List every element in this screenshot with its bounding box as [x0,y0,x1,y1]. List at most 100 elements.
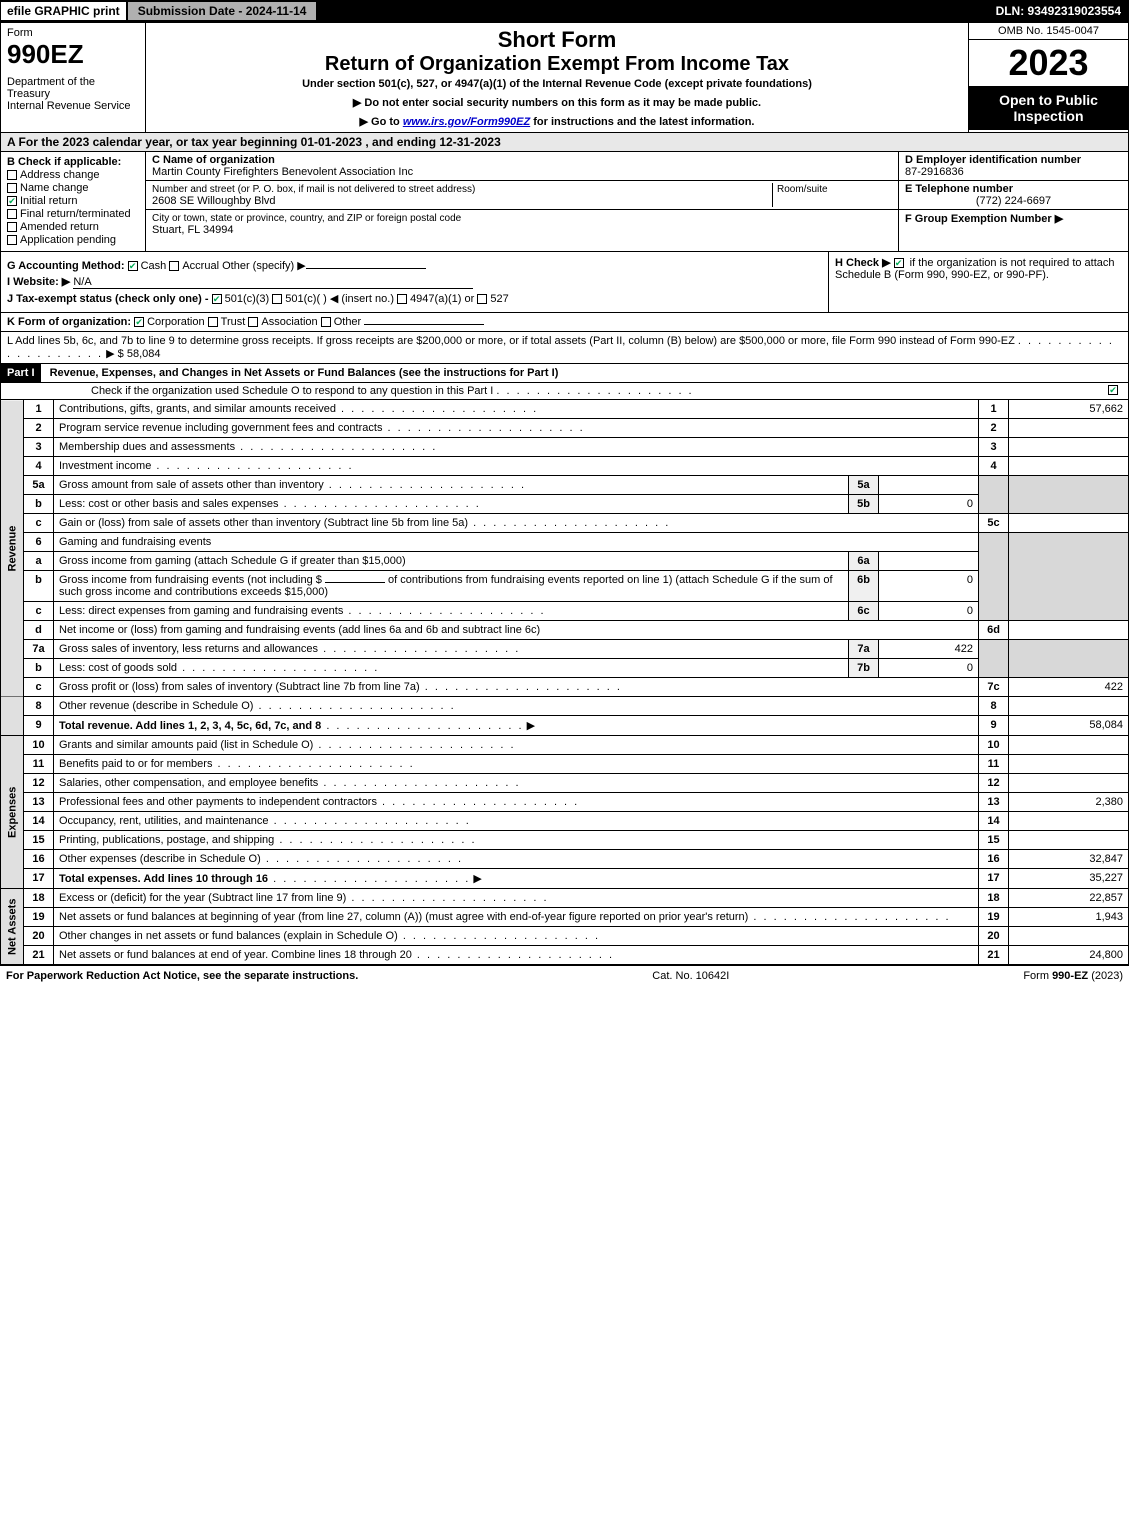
l7c-ln: 7c [979,678,1009,697]
k-other-input[interactable] [364,324,484,325]
line-i: I Website: ▶ N/A [7,275,822,289]
chk-h[interactable] [894,258,904,268]
city-label: City or town, state or province, country… [152,213,461,224]
chk-initial-return[interactable]: Initial return [7,195,139,207]
l12-ln: 12 [979,774,1009,793]
section-h: H Check ▶ if the organization is not req… [828,252,1128,312]
footer-left: For Paperwork Reduction Act Notice, see … [6,970,358,982]
l19-desc: Net assets or fund balances at beginning… [54,908,979,927]
l7a-desc-text: Gross sales of inventory, less returns a… [59,643,318,655]
l11-dots [212,758,414,770]
goto-post: for instructions and the latest informat… [530,116,754,128]
l7c-num: c [24,678,54,697]
chk-schedule-o[interactable] [1108,385,1118,395]
chk-cash[interactable] [128,261,138,271]
l21-dots [412,949,614,961]
l6abc-ln-grey [979,533,1009,621]
l6b-desc: Gross income from fundraising events (no… [54,571,849,602]
l5ab-val-grey [1009,476,1129,514]
l6b-blank[interactable] [325,582,385,583]
chk-501c[interactable] [272,294,282,304]
l16-dots [261,853,463,865]
l5b-desc-text: Less: cost or other basis and sales expe… [59,498,279,510]
l20-desc: Other changes in net assets or fund bala… [54,927,979,946]
l10-desc-text: Grants and similar amounts paid (list in… [59,739,313,751]
l7a-dots [318,643,520,655]
l4-val [1009,457,1129,476]
l12-desc-text: Salaries, other compensation, and employ… [59,777,318,789]
l8-val [1009,697,1129,716]
org-name-label: C Name of organization [152,154,275,166]
goto-note: ▶ Go to www.irs.gov/Form990EZ for instru… [150,115,964,128]
chk-initial-label: Initial return [20,195,77,207]
chk-address-change[interactable]: Address change [7,169,139,181]
l9-desc-text: Total revenue. Add lines 1, 2, 3, 4, 5c,… [59,720,321,732]
l17-ln: 17 [979,869,1009,889]
j-527-label: 527 [490,293,508,305]
efile-label[interactable]: efile GRAPHIC print [0,1,127,21]
l18-desc: Excess or (deficit) for the year (Subtra… [54,889,979,908]
l10-desc: Grants and similar amounts paid (list in… [54,736,979,755]
part1-title: Revenue, Expenses, and Changes in Net As… [44,367,559,379]
l6c-desc-text: Less: direct expenses from gaming and fu… [59,605,343,617]
l3-num: 3 [24,438,54,457]
l18-desc-text: Excess or (deficit) for the year (Subtra… [59,892,346,904]
l6b-subv: 0 [879,571,979,602]
l11-desc: Benefits paid to or for members [54,755,979,774]
chk-amended-return[interactable]: Amended return [7,221,139,233]
k-assoc: Association [261,316,317,328]
chk-501c3[interactable] [212,294,222,304]
l3-val [1009,438,1129,457]
chk-trust[interactable] [208,317,218,327]
l5a-desc: Gross amount from sale of assets other t… [54,476,849,495]
chk-application-pending[interactable]: Application pending [7,234,139,246]
l6d-ln: 6d [979,621,1009,640]
l2-val [1009,419,1129,438]
l6c-num: c [24,602,54,621]
chk-corp[interactable] [134,317,144,327]
chk-name-change[interactable]: Name change [7,182,139,194]
ssn-note: ▶ Do not enter social security numbers o… [150,96,964,109]
line-g: G Accounting Method: Cash Accrual Other … [7,259,822,272]
header-mid: Short Form Return of Organization Exempt… [146,23,968,132]
row-l: L Add lines 5b, 6c, and 7b to line 9 to … [0,332,1129,364]
tax-year: 2023 [969,40,1128,86]
l6b-num: b [24,571,54,602]
lines-table: Revenue 1 Contributions, gifts, grants, … [0,400,1129,965]
part1-check-row: Check if the organization used Schedule … [0,383,1129,400]
l3-ln: 3 [979,438,1009,457]
part1-badge: Part I [1,364,41,382]
chk-assoc[interactable] [248,317,258,327]
l14-dots [269,815,471,827]
irs-link[interactable]: www.irs.gov/Form990EZ [403,116,530,128]
l9-ln: 9 [979,716,1009,736]
l8-dots [253,700,455,712]
l7b-desc: Less: cost of goods sold [54,659,849,678]
l6b-pre: Gross income from fundraising events (no… [59,574,322,586]
l5b-subn: 5b [849,495,879,514]
l20-dots [398,930,600,942]
l4-desc-text: Investment income [59,460,151,472]
chk-other[interactable] [321,317,331,327]
chk-accrual[interactable] [169,261,179,271]
j-501c3-label: 501(c)(3) [225,293,270,305]
group-row: F Group Exemption Number ▶ [899,210,1128,227]
l5ab-ln-grey [979,476,1009,514]
l8-desc-text: Other revenue (describe in Schedule O) [59,700,253,712]
l7b-subv: 0 [879,659,979,678]
l6c-subv: 0 [879,602,979,621]
org-name-row: C Name of organization Martin County Fir… [146,152,898,181]
l5c-ln: 5c [979,514,1009,533]
chk-final-return[interactable]: Final return/terminated [7,208,139,220]
l16-desc-text: Other expenses (describe in Schedule O) [59,853,261,865]
footer-right: Form 990-EZ (2023) [1023,970,1123,982]
l3-dots [235,441,437,453]
short-form-title: Short Form [150,27,964,53]
l6d-num: d [24,621,54,640]
line-j: J Tax-exempt status (check only one) - 5… [7,292,822,305]
chk-527[interactable] [477,294,487,304]
street-label: Number and street (or P. O. box, if mail… [152,184,475,195]
g-other-input[interactable] [306,268,426,269]
chk-4947[interactable] [397,294,407,304]
omb-number: OMB No. 1545-0047 [969,23,1128,40]
